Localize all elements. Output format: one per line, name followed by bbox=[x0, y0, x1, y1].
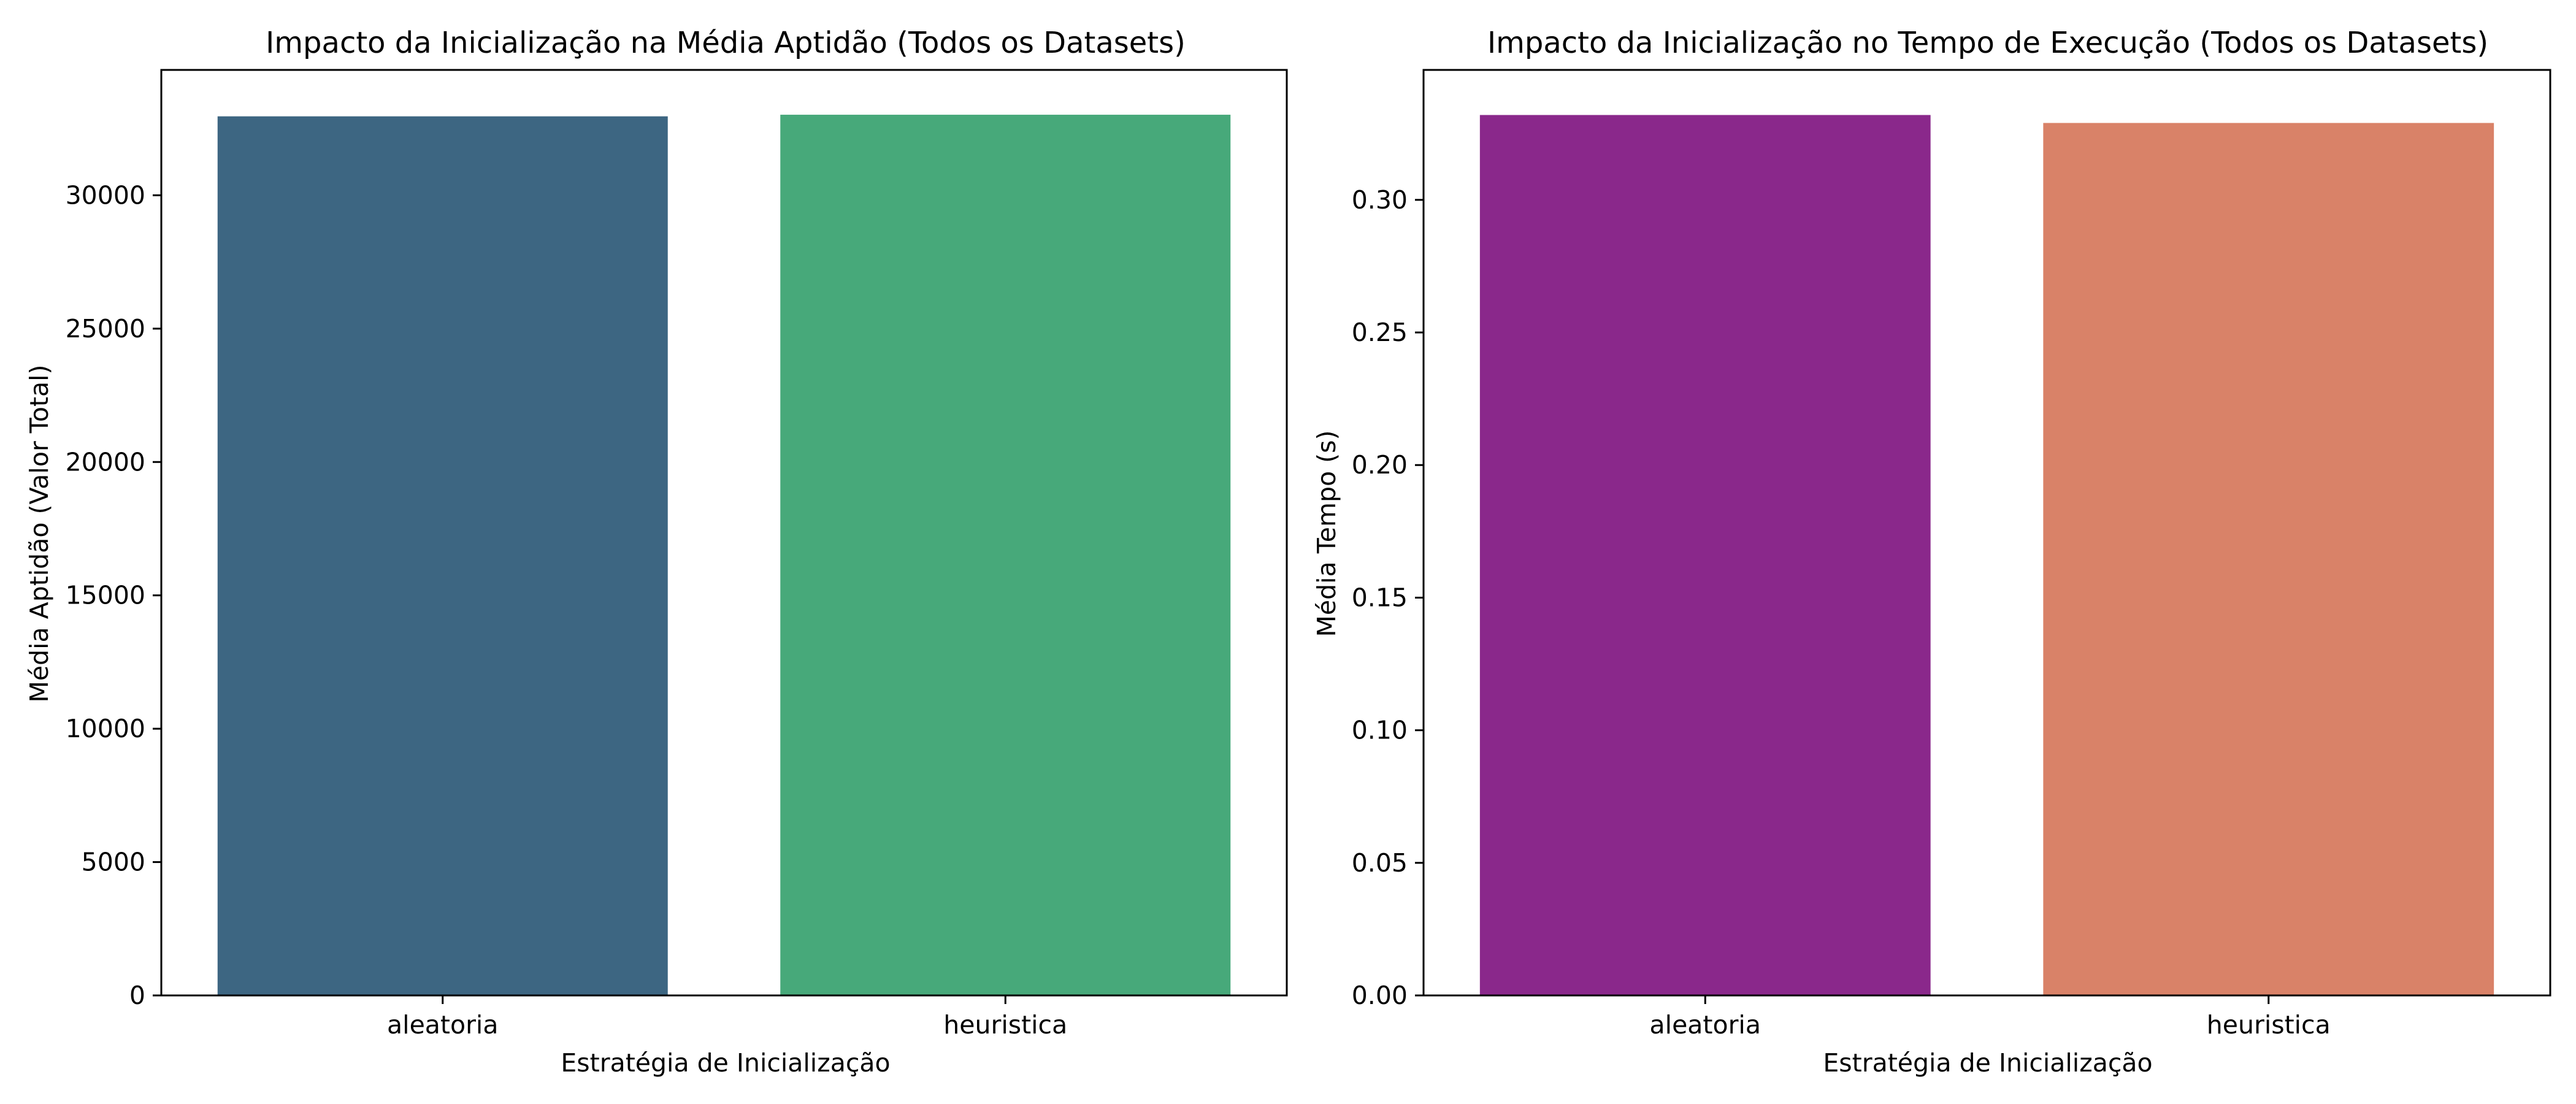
x-axis-ticks: aleatoria heuristica bbox=[1650, 995, 2331, 1040]
chart-panel-tempo: Impacto da Inicialização no Tempo de Exe… bbox=[1312, 26, 2551, 1078]
y-tick-label: 20000 bbox=[66, 447, 145, 477]
y-tick-label: 25000 bbox=[66, 314, 145, 343]
y-axis-label: Média Tempo (s) bbox=[1312, 431, 1341, 637]
y-axis-ticks: 0 5000 10000 15000 20000 25000 30000 bbox=[66, 180, 161, 1010]
y-tick-label: 5000 bbox=[82, 848, 145, 877]
y-tick-label: 0 bbox=[129, 981, 145, 1010]
chart-title: Impacto da Inicialização na Média Aptidã… bbox=[266, 26, 1186, 60]
chart-panel-aptidao: Impacto da Inicialização na Média Aptidã… bbox=[25, 26, 1288, 1078]
y-tick-label: 0.20 bbox=[1352, 450, 1408, 480]
chart-title: Impacto da Inicialização no Tempo de Exe… bbox=[1487, 26, 2488, 60]
plot-frame bbox=[1422, 69, 2551, 997]
y-tick-label: 0.30 bbox=[1352, 185, 1408, 215]
bar-aleatoria bbox=[217, 116, 668, 995]
y-tick-label: 10000 bbox=[66, 714, 145, 743]
y-axis-ticks: 0.00 0.05 0.10 0.15 0.20 0.25 0.30 bbox=[1352, 185, 1424, 1010]
y-tick-label: 30000 bbox=[66, 180, 145, 210]
x-axis-label: Estratégia de Inicialização bbox=[1823, 1048, 2152, 1078]
x-tick-label: heuristica bbox=[943, 1010, 1067, 1040]
y-tick-label: 0.05 bbox=[1352, 848, 1408, 878]
y-tick-label: 15000 bbox=[66, 581, 145, 610]
y-tick-label: 0.00 bbox=[1352, 981, 1408, 1010]
bar-aleatoria bbox=[1479, 115, 1931, 996]
bar-group bbox=[1479, 115, 2494, 996]
x-axis-label: Estratégia de Inicialização bbox=[561, 1048, 890, 1078]
x-tick-label: heuristica bbox=[2207, 1010, 2331, 1040]
y-tick-label: 0.15 bbox=[1352, 583, 1408, 612]
plot-frame bbox=[160, 69, 1288, 997]
y-tick-label: 0.25 bbox=[1352, 318, 1408, 347]
y-tick-label: 0.10 bbox=[1352, 716, 1408, 745]
y-axis-label: Média Aptidão (Valor Total) bbox=[25, 364, 54, 702]
x-tick-label: aleatoria bbox=[1650, 1010, 1761, 1040]
bar-group bbox=[217, 115, 1231, 995]
x-axis-ticks: aleatoria heuristica bbox=[387, 995, 1067, 1040]
bar-heuristica bbox=[780, 115, 1231, 995]
x-tick-label: aleatoria bbox=[387, 1010, 498, 1040]
bar-heuristica bbox=[2043, 123, 2494, 996]
